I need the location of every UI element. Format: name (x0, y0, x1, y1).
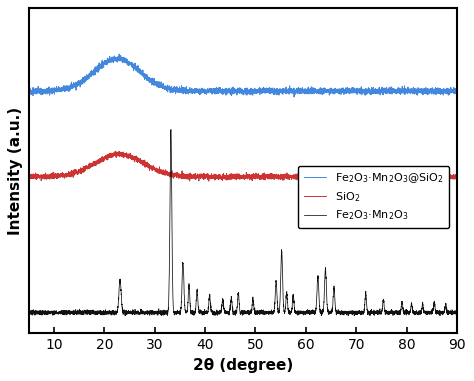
Fe$_2$O$_3$·Mn$_2$O$_3$@SiO$_2$ (304, 88, 310, 92)
Y-axis label: Intensity (a.u.): Intensity (a.u.) (9, 107, 23, 235)
Fe$_2$O$_3$·Mn$_2$O$_3$ (104, 310, 109, 314)
Fe$_2$O$_3$·Mn$_2$O$_3$ (346, 310, 351, 315)
Fe$_2$O$_3$·Mn$_2$O$_3$ (26, 309, 32, 314)
Fe$_2$O$_3$·Mn$_2$O$_3$ (378, 310, 384, 314)
SiO$_2$ (190, 175, 195, 180)
Fe$_2$O$_3$·Mn$_2$O$_3$@SiO$_2$ (454, 91, 460, 96)
X-axis label: 2θ (degree): 2θ (degree) (193, 358, 293, 373)
Line: Fe$_2$O$_3$·Mn$_2$O$_3$@SiO$_2$: Fe$_2$O$_3$·Mn$_2$O$_3$@SiO$_2$ (29, 54, 457, 97)
Fe$_2$O$_3$·Mn$_2$O$_3$@SiO$_2$ (116, 52, 122, 56)
SiO$_2$ (378, 175, 384, 179)
Fe$_2$O$_3$·Mn$_2$O$_3$@SiO$_2$ (104, 61, 109, 65)
Fe$_2$O$_3$·Mn$_2$O$_3$ (351, 314, 357, 318)
SiO$_2$ (283, 172, 289, 176)
SiO$_2$ (112, 149, 118, 154)
SiO$_2$ (304, 173, 310, 178)
Fe$_2$O$_3$·Mn$_2$O$_3$ (283, 302, 289, 306)
Fe$_2$O$_3$·Mn$_2$O$_3$ (454, 311, 460, 315)
Fe$_2$O$_3$·Mn$_2$O$_3$ (304, 309, 310, 314)
SiO$_2$ (206, 179, 211, 183)
SiO$_2$ (104, 154, 109, 159)
Fe$_2$O$_3$·Mn$_2$O$_3$@SiO$_2$ (283, 88, 289, 93)
Fe$_2$O$_3$·Mn$_2$O$_3$ (190, 311, 195, 316)
Fe$_2$O$_3$·Mn$_2$O$_3$@SiO$_2$ (346, 91, 351, 95)
Fe$_2$O$_3$·Mn$_2$O$_3$@SiO$_2$ (378, 91, 384, 95)
Fe$_2$O$_3$·Mn$_2$O$_3$ (168, 127, 174, 132)
SiO$_2$ (26, 176, 32, 180)
Fe$_2$O$_3$·Mn$_2$O$_3$@SiO$_2$ (190, 91, 195, 95)
Fe$_2$O$_3$·Mn$_2$O$_3$@SiO$_2$ (26, 88, 32, 93)
Line: Fe$_2$O$_3$·Mn$_2$O$_3$: Fe$_2$O$_3$·Mn$_2$O$_3$ (29, 130, 457, 316)
SiO$_2$ (346, 177, 351, 181)
Legend: Fe$_2$O$_3$·Mn$_2$O$_3$@SiO$_2$, SiO$_2$, Fe$_2$O$_3$·Mn$_2$O$_3$: Fe$_2$O$_3$·Mn$_2$O$_3$@SiO$_2$, SiO$_2$… (298, 165, 449, 228)
Fe$_2$O$_3$·Mn$_2$O$_3$@SiO$_2$ (291, 94, 297, 99)
Line: SiO$_2$: SiO$_2$ (29, 151, 457, 181)
SiO$_2$ (454, 174, 460, 179)
